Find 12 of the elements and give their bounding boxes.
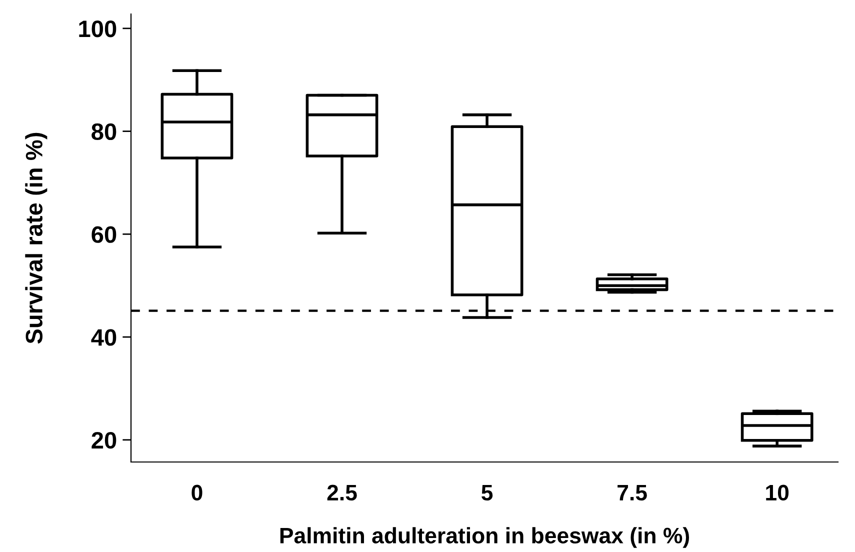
x-tick-label: 7.5 [618, 485, 647, 501]
y-tick-label: 20 [92, 432, 116, 449]
y-tick-label: 40 [91, 329, 116, 346]
y-tick-label: 60 [92, 226, 116, 243]
x-axis-title: Palmitin adulteration in beeswax (in %) [280, 527, 689, 548]
x-tick-label: 0 [192, 484, 202, 501]
x-tick-label: 5 [482, 485, 493, 501]
y-axis-title: Survival rate (in %) [25, 132, 48, 344]
y-tick-label: 80 [92, 123, 116, 140]
y-tick-label: 100 [79, 20, 116, 38]
x-tick-label: 2.5 [327, 484, 357, 501]
x-tick-label: 10 [766, 484, 789, 501]
